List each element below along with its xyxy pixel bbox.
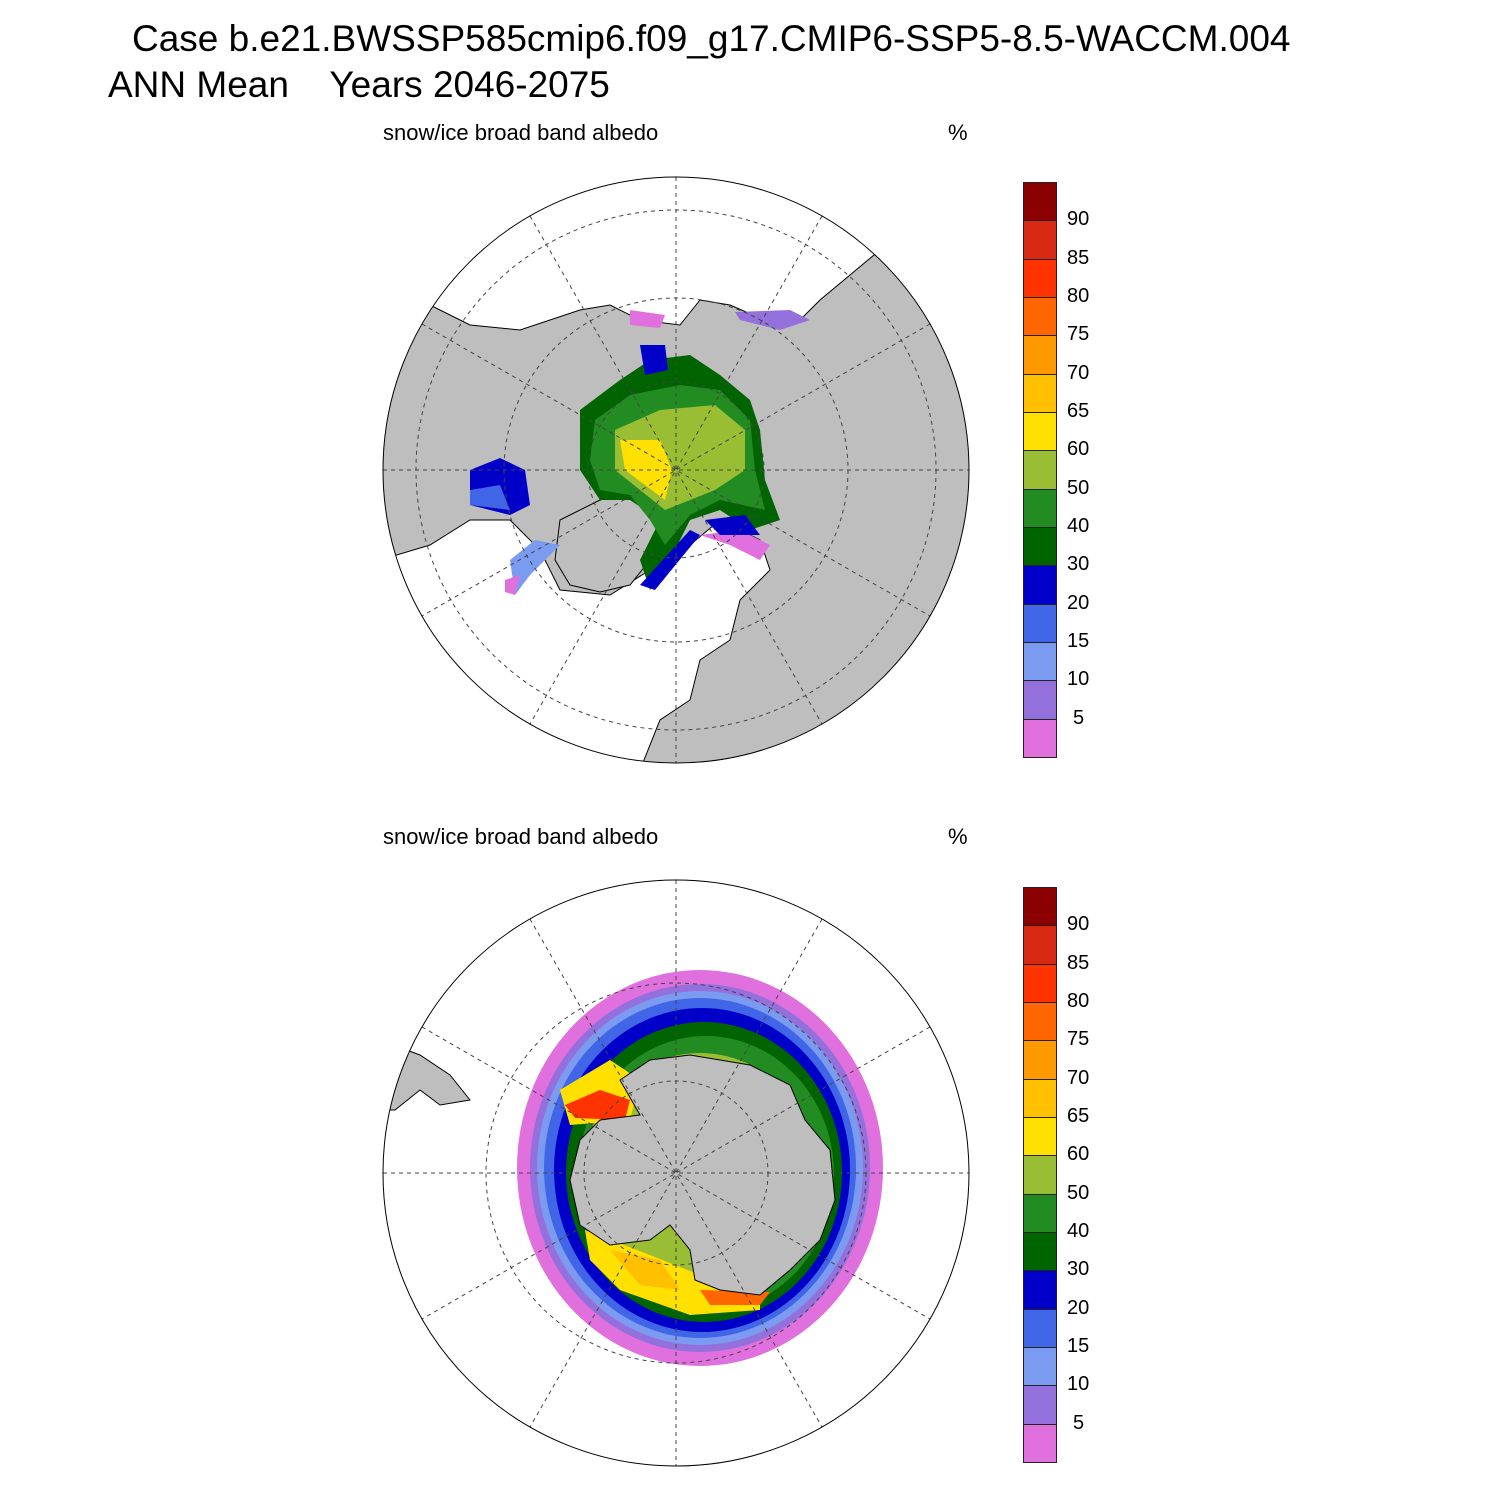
colorbar-label: 75 (1067, 1028, 1090, 1051)
colorbar-label: 5 (1073, 706, 1085, 729)
arctic-map (383, 177, 969, 763)
colorbar-label: 65 (1067, 1104, 1090, 1127)
colorbar-label: 65 (1067, 399, 1090, 422)
labrador-ice (510, 540, 560, 595)
antarctic-map (383, 880, 969, 1466)
colorbar-swatch (1023, 182, 1057, 222)
colorbar-swatch (1023, 641, 1057, 682)
colorbar-label: 15 (1067, 629, 1090, 652)
ross-ice-orange (610, 1250, 680, 1290)
colorbar-swatch (1023, 488, 1057, 528)
colorbar-label: 10 (1067, 1373, 1090, 1396)
greenland-sea-ice (640, 530, 700, 590)
colorbar-label: 10 (1067, 668, 1090, 691)
colorbar-swatch (1023, 1385, 1057, 1425)
panel-south-variable: snow/ice broad band albedo (383, 824, 659, 849)
colorbar-swatch (1023, 1270, 1057, 1310)
colorbar-label: 60 (1067, 438, 1090, 461)
colorbar-swatch (1023, 1346, 1057, 1387)
colorbar-label: 40 (1067, 1219, 1090, 1242)
colorbar-label: 75 (1067, 323, 1090, 346)
colorbar-label: 5 (1073, 1411, 1085, 1434)
barents-ice-blue (705, 515, 760, 535)
colorbar-swatch (1023, 1308, 1057, 1348)
colorbar-swatch (1023, 1193, 1057, 1233)
bering-ice-edge (630, 310, 665, 328)
colorbar-label: 60 (1067, 1143, 1090, 1166)
panel-south-units: % (948, 824, 968, 849)
colorbar-swatch (1023, 335, 1057, 375)
panel-north-units: % (948, 120, 968, 145)
colorbar-swatch (1023, 258, 1057, 298)
colorbar-label: 40 (1067, 514, 1090, 537)
figure-title-period: ANN Mean Years 2046-2075 (108, 64, 610, 105)
antarctic-map-border (382, 879, 970, 1467)
colorbar-swatch (1023, 887, 1057, 927)
colorbar-label: 30 (1067, 1258, 1090, 1281)
colorbar-label: 50 (1067, 476, 1090, 499)
colorbar-swatch (1023, 1116, 1057, 1157)
colorbar-label: 70 (1067, 361, 1090, 384)
colorbar-swatch (1023, 603, 1057, 643)
colorbar-swatch (1023, 1231, 1057, 1272)
colorbar-label: 15 (1067, 1334, 1090, 1357)
hudson-bay-ice-edge (470, 485, 510, 510)
okhotsk-ice (735, 310, 810, 330)
weddell-ice-red (565, 1090, 630, 1120)
colorbar-swatch (1023, 963, 1057, 1003)
antarctica (569, 1054, 836, 1296)
arctic-ice-60 (620, 440, 672, 500)
colorbar-swatch (1023, 680, 1057, 720)
colorbar-swatch (1023, 925, 1057, 965)
colorbar-swatch (1023, 1078, 1057, 1118)
colorbar-label: 30 (1067, 553, 1090, 576)
colorbar-label: 80 (1067, 989, 1090, 1012)
panel-north-variable: snow/ice broad band albedo (383, 120, 659, 145)
colorbar-label: 50 (1067, 1181, 1090, 1204)
bering-ice (640, 345, 668, 375)
colorbar-swatch (1023, 565, 1057, 605)
figure-title-case: Case b.e21.BWSSP585cmip6.f09_g17.CMIP6-S… (132, 18, 1291, 59)
colorbar-label: 85 (1067, 951, 1090, 974)
colorbar-swatch (1023, 526, 1057, 567)
colorbar-swatch (1023, 296, 1057, 337)
graticule (383, 177, 969, 763)
colorbar-swatch (1023, 718, 1057, 758)
colorbar-swatch (1023, 450, 1057, 490)
colorbar-label: 85 (1067, 246, 1090, 269)
colorbar-swatch (1023, 411, 1057, 452)
labrador-ice-edge (505, 575, 520, 595)
colorbar-swatch (1023, 1040, 1057, 1080)
graticule (383, 880, 969, 1466)
colorbar-label: 70 (1067, 1066, 1090, 1089)
colorbar-swatch (1023, 1423, 1057, 1463)
colorbar-label: 90 (1067, 913, 1090, 936)
colorbar-label: 90 (1067, 208, 1090, 231)
barents-ice-edge (700, 530, 770, 560)
colorbar-swatch (1023, 1155, 1057, 1195)
colorbar-swatch (1023, 373, 1057, 413)
colorbar-label: 20 (1067, 591, 1090, 614)
colorbar-swatch (1023, 1001, 1057, 1042)
arctic-map-border (382, 176, 970, 764)
colorbar-label: 20 (1067, 1296, 1090, 1319)
colorbar-label: 80 (1067, 284, 1090, 307)
colorbar-swatch (1023, 220, 1057, 260)
